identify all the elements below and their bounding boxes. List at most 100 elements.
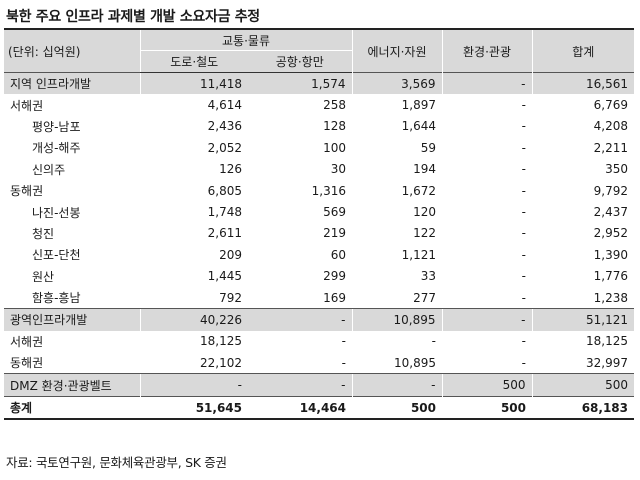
- road-rail-header: 도로·철도: [139, 50, 248, 73]
- cost-estimate-table: (단위: 십억원) 교통·물류 에너지·자원 환경·관광 합계 도로·철도 공항…: [4, 28, 635, 421]
- row-label: 서해권: [10, 334, 44, 349]
- cell-energy: -: [431, 334, 437, 349]
- cell-road-rail: 1,445: [207, 269, 242, 284]
- cell-total: 2,437: [593, 205, 629, 220]
- cell-road-rail: 11,418: [139, 72, 248, 95]
- row-label: 동해권: [10, 356, 44, 371]
- total-row: 총계 51,645 14,464 500 500 68,183: [4, 395, 635, 421]
- cell-energy: 33: [420, 269, 437, 284]
- unit-label: (단위: 십억원): [4, 29, 140, 73]
- row-label: 함흥-흥남: [32, 291, 81, 306]
- table-row: 평양-남포 2,436 128 1,644 - 4,208: [4, 116, 634, 137]
- cell-energy: 59: [420, 140, 437, 155]
- cell-env-tour: 500: [442, 395, 533, 421]
- cell-env-tour: -: [441, 308, 533, 331]
- total-header: 합계: [531, 29, 635, 73]
- cell-road-rail: 4,614: [207, 98, 242, 113]
- table-row: 원산 1,445 299 33 - 1,776: [4, 266, 634, 287]
- cell-env-tour: -: [521, 119, 527, 134]
- cell-road-rail: 2,052: [207, 140, 242, 155]
- cell-env-tour: -: [441, 72, 533, 95]
- cell-env-tour: -: [521, 226, 527, 241]
- transport-logistics-header: 교통·물류: [139, 29, 353, 51]
- energy-resources-header: 에너지·자원: [351, 29, 443, 73]
- cell-energy: 500: [352, 395, 443, 421]
- row-label: 평양-남포: [32, 119, 81, 134]
- cell-airport-port: 169: [323, 290, 347, 305]
- cell-env-tour: 500: [441, 373, 533, 397]
- table-row: 서해권 18,125 - - - 18,125: [4, 331, 634, 352]
- cell-road-rail: 126: [219, 162, 242, 177]
- cell-energy: 1,121: [401, 247, 437, 262]
- cell-env-tour: -: [521, 140, 527, 155]
- table-row: 함흥-흥남 792 169 277 - 1,238: [4, 287, 634, 309]
- cell-airport-port: 299: [323, 269, 347, 284]
- cell-env-tour: -: [521, 334, 527, 349]
- row-label: DMZ 환경·관광벨트: [4, 373, 140, 397]
- cell-energy: 10,895: [394, 355, 437, 370]
- table-row: 개성-해주 2,052 100 59 - 2,211: [4, 137, 634, 158]
- cell-airport-port: 219: [323, 226, 347, 241]
- table-row: 신의주 126 30 194 - 350: [4, 159, 634, 180]
- cell-airport-port: 1,574: [248, 72, 353, 95]
- cell-total: 51,121: [531, 308, 635, 331]
- cell-airport-port: 30: [330, 162, 347, 177]
- cell-energy: -: [351, 373, 443, 397]
- cell-road-rail: 40,226: [139, 308, 248, 331]
- cell-airport-port: -: [341, 355, 347, 370]
- cell-env-tour: -: [521, 205, 527, 220]
- row-label: 나진-선봉: [32, 205, 81, 220]
- row-label: 개성-해주: [32, 141, 81, 156]
- table-row: 동해권 6,805 1,316 1,672 - 9,792: [4, 180, 634, 201]
- cell-energy: 3,569: [351, 72, 443, 95]
- cell-energy: 277: [413, 290, 437, 305]
- cell-road-rail: 18,125: [200, 334, 242, 349]
- cell-road-rail: 792: [219, 290, 242, 305]
- cell-energy: 194: [413, 162, 437, 177]
- cell-airport-port: 60: [330, 247, 347, 262]
- cell-energy: 1,644: [401, 119, 437, 134]
- row-label: 지역 인프라개발: [4, 72, 140, 95]
- cell-energy: 1,897: [401, 98, 437, 113]
- row-label: 총계: [4, 395, 140, 421]
- cell-total: 2,211: [593, 140, 629, 155]
- cell-total: 1,390: [593, 247, 629, 262]
- cell-total: 500: [531, 373, 635, 397]
- row-label: 광역인프라개발: [4, 308, 140, 331]
- cell-env-tour: -: [521, 290, 527, 305]
- cell-total: 16,561: [531, 72, 635, 95]
- row-label: 청진: [32, 226, 55, 241]
- cell-road-rail: 1,748: [207, 205, 242, 220]
- cell-total: 1,238: [593, 290, 629, 305]
- cell-airport-port: 100: [323, 140, 347, 155]
- table-row: 서해권 4,614 258 1,897 - 6,769: [4, 94, 634, 115]
- cell-env-tour: -: [521, 183, 527, 198]
- table-row: 신포-단천 209 60 1,121 - 1,390: [4, 244, 634, 265]
- cell-env-tour: -: [521, 98, 527, 113]
- cell-road-rail: 51,645: [140, 395, 248, 421]
- table-row: 청진 2,611 219 122 - 2,952: [4, 223, 634, 244]
- cell-total: 18,125: [586, 334, 629, 349]
- cell-airport-port: -: [248, 308, 353, 331]
- source-note: 자료: 국토연구원, 문화체육관광부, SK 증권: [6, 455, 227, 470]
- cell-total: 2,952: [593, 226, 629, 241]
- row-label: 신의주: [32, 162, 66, 177]
- cell-total: 4,208: [593, 119, 629, 134]
- environment-tourism-header: 환경·관광: [441, 29, 533, 73]
- cell-total: 350: [605, 162, 629, 177]
- table-row: 지역 인프라개발 11,418 1,574 3,569 - 16,561: [4, 72, 635, 95]
- cell-airport-port: -: [341, 334, 347, 349]
- cell-total: 6,769: [593, 98, 629, 113]
- cell-env-tour: -: [521, 247, 527, 262]
- cell-env-tour: -: [521, 355, 527, 370]
- cell-total: 32,997: [586, 355, 629, 370]
- cell-total: 68,183: [532, 395, 635, 421]
- cell-airport-port: -: [248, 373, 353, 397]
- cell-airport-port: 569: [323, 205, 347, 220]
- cell-airport-port: 14,464: [248, 395, 353, 421]
- cell-total: 9,792: [593, 183, 629, 198]
- cell-road-rail: 209: [219, 247, 242, 262]
- airport-port-header: 공항·항만: [248, 50, 353, 73]
- table-row: 동해권 22,102 - 10,895 - 32,997: [4, 352, 634, 374]
- cell-road-rail: 2,611: [207, 226, 242, 241]
